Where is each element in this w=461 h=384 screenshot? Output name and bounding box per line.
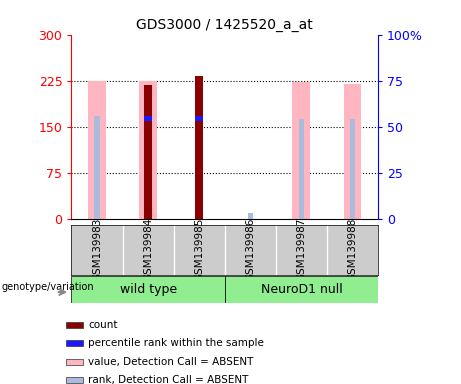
Bar (225, 276, 378, 303)
Bar (195, 116, 203, 121)
Text: GSM139984: GSM139984 (143, 218, 153, 281)
Text: genotype/variation: genotype/variation (1, 282, 94, 292)
Bar (66, 322, 83, 328)
Text: wild type: wild type (119, 283, 177, 296)
Text: GSM139983: GSM139983 (92, 218, 102, 281)
Bar (350, 119, 355, 219)
Bar (66, 377, 83, 383)
Bar (71, 276, 225, 303)
Bar (66, 359, 83, 365)
Bar (95, 116, 100, 219)
Text: GSM139985: GSM139985 (194, 218, 204, 281)
Bar (248, 213, 253, 219)
Text: GSM139986: GSM139986 (245, 218, 255, 281)
Text: value, Detection Call = ABSENT: value, Detection Call = ABSENT (88, 357, 254, 367)
Text: percentile rank within the sample: percentile rank within the sample (88, 338, 264, 348)
Bar (299, 119, 304, 219)
Text: NeuroD1 null: NeuroD1 null (260, 283, 342, 296)
Bar (144, 116, 152, 121)
Bar (292, 83, 310, 219)
Bar (88, 81, 106, 219)
Bar (343, 84, 361, 219)
Text: rank, Detection Call = ABSENT: rank, Detection Call = ABSENT (88, 375, 248, 384)
Bar (195, 76, 203, 219)
Title: GDS3000 / 1425520_a_at: GDS3000 / 1425520_a_at (136, 18, 313, 32)
Bar (144, 85, 152, 219)
Bar (139, 81, 157, 219)
Text: count: count (88, 320, 118, 330)
Text: GSM139988: GSM139988 (348, 218, 357, 281)
Text: GSM139987: GSM139987 (296, 218, 307, 281)
Bar (66, 340, 83, 346)
